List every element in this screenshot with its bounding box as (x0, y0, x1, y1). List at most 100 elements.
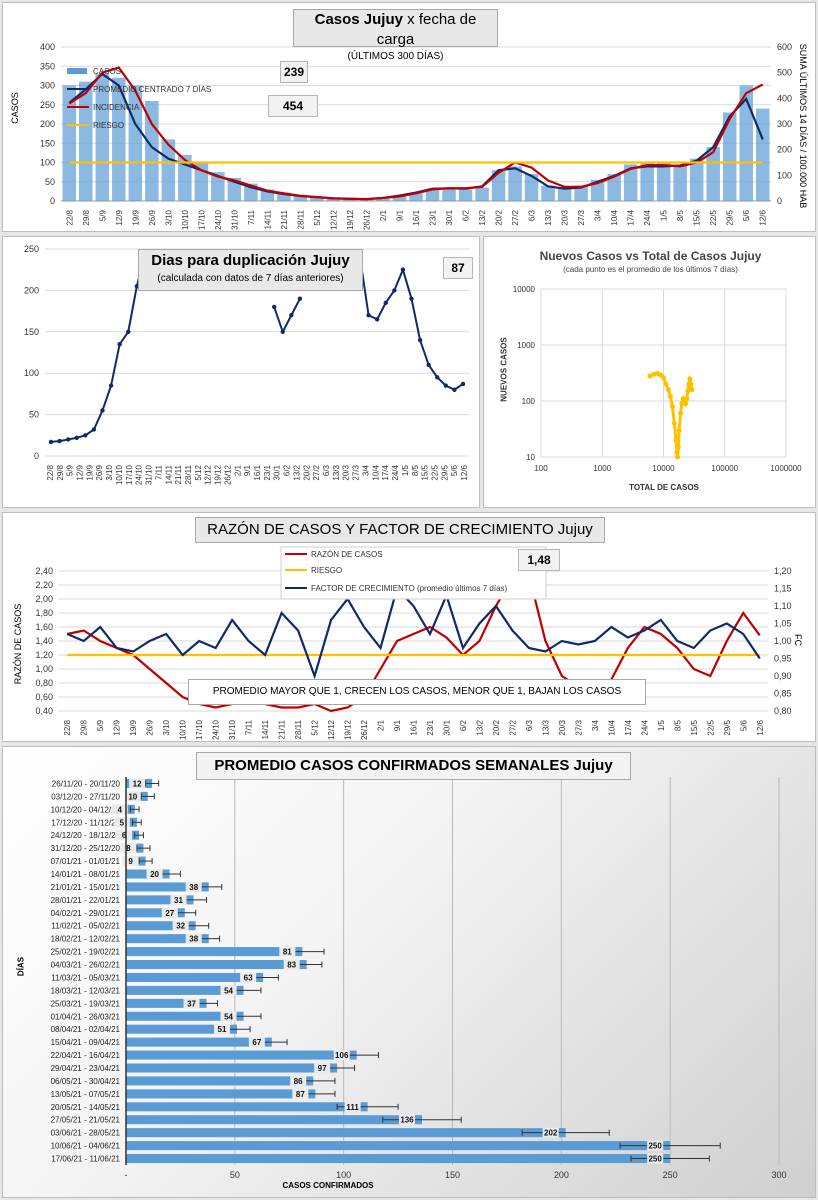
value-label-bg (279, 946, 296, 957)
y2-tick-label: 500 (777, 68, 792, 78)
value-label-bg (220, 985, 237, 996)
x-tick-label: 1000000 (770, 464, 802, 473)
value-label: 250 (648, 1155, 662, 1164)
weekly-bar (126, 830, 140, 840)
x-tick-label: 29/8 (80, 719, 89, 735)
x-tick-label: 28/11 (184, 464, 193, 484)
value-label-bg (542, 1127, 559, 1138)
value-label-bg (172, 920, 189, 931)
x-tick-label: 12/9 (113, 719, 122, 735)
value-label: 12 (133, 779, 142, 788)
y2-tick-label: 0,95 (774, 654, 792, 664)
cases-bar (475, 187, 489, 201)
x-tick-label: 23/1 (429, 209, 438, 225)
category-label: 11/02/21 - 05/02/21 (51, 922, 120, 931)
x-tick-label: 13/2 (478, 209, 487, 225)
x-tick-label: 23/1 (263, 464, 272, 480)
incidence-ylabel: SUMA ÚLTIMOS 14 DÍAS / 100.000 HAB (798, 43, 808, 209)
scatter-point (683, 401, 689, 407)
category-label: 25/02/21 - 19/02/21 (51, 948, 121, 957)
ratio-ylabel: RAZÓN DE CASOS (13, 603, 23, 685)
y-tick-label: 0 (50, 196, 55, 206)
x-tick-label: 24/10 (212, 719, 221, 740)
x-tick-label: 17/10 (195, 719, 204, 740)
x-tick-label: 6/2 (459, 719, 468, 731)
x-tick-label: 22/5 (430, 464, 439, 480)
x-tick-label: 31/10 (230, 209, 239, 230)
x-tick-label: 50 (230, 1170, 240, 1180)
scatter-point (689, 387, 695, 393)
cases-bar (376, 197, 390, 201)
weekly-bar (126, 1037, 272, 1047)
x-tick-label: 30/1 (273, 464, 282, 480)
y-tick-label: 0,40 (35, 706, 53, 716)
category-label: 17/12/20 - 11/12/20 (51, 818, 120, 827)
x-tick-label: 7/11 (247, 209, 256, 225)
x-tick-label: 26/12 (362, 209, 371, 230)
value-label-bg (170, 894, 187, 905)
cases-bar (623, 164, 638, 201)
value-label-bg (333, 1050, 350, 1061)
scatter-point (647, 373, 653, 379)
y-tick-label: 1,80 (35, 608, 53, 618)
x-tick-label: 250 (663, 1170, 678, 1180)
cases-bar (425, 189, 440, 201)
x-tick-label: 12/6 (759, 209, 768, 225)
cases-bar (458, 189, 473, 201)
x-tick-label: 3/10 (105, 464, 114, 480)
cases-value-box: 239 (280, 61, 308, 83)
weekly-bar (126, 934, 209, 944)
value-label: 27 (165, 909, 174, 918)
cases-bar (293, 194, 308, 201)
x-tick-label: 6/3 (525, 719, 534, 731)
growth-ylabel: FC (793, 634, 803, 646)
y2-tick-label: 0,80 (774, 706, 792, 716)
x-tick-label: 7/11 (245, 719, 254, 735)
doubling-line (359, 257, 464, 391)
x-tick-label: 20/2 (495, 209, 504, 225)
x-tick-label: 19/9 (85, 464, 94, 480)
new-vs-total-panel: 100 1000 10000 100000 1000000 10 100 1000 10000 … (483, 236, 816, 508)
x-tick-label: 13/2 (475, 719, 484, 735)
cases-bar (706, 147, 720, 201)
x-tick-label: 20/3 (558, 719, 567, 735)
x-tick-label: 15/5 (690, 719, 699, 735)
weekly-bar (126, 882, 209, 892)
x-tick-label: 14/11 (164, 464, 173, 484)
y2-tick-label: 200 (777, 145, 792, 155)
weekly-bar (126, 985, 244, 995)
new-vs-total-title: Nuevos Casos vs Total de Casos Jujuy (539, 249, 762, 263)
x-tick-label: 5/6 (742, 209, 751, 221)
x-tick-label: 29/5 (726, 209, 735, 225)
x-tick-label: 12/12 (204, 464, 213, 485)
x-tick-label: 5/12 (194, 464, 203, 480)
x-tick-label: 10/10 (179, 719, 188, 740)
value-label: 5 (120, 818, 125, 827)
cases-bar (211, 172, 225, 201)
value-label-bg (292, 1088, 309, 1099)
legend-label: RIESGO (311, 566, 342, 575)
value-label: 54 (224, 1012, 233, 1021)
x-tick-label: 23/1 (426, 719, 435, 735)
new-vs-total-xlabel: TOTAL DE CASOS (629, 483, 699, 492)
x-tick-label: 22/8 (65, 209, 74, 225)
x-tick-label: 21/11 (280, 209, 289, 229)
scatter-point (688, 381, 694, 387)
x-tick-label: 19/9 (129, 719, 138, 735)
weekly-bar (126, 1011, 244, 1021)
y-tick-label: 200 (40, 119, 55, 129)
scatter-point (674, 450, 680, 456)
x-tick-label: 17/10 (197, 209, 206, 230)
category-label: 20/05/21 - 14/05/21 (51, 1103, 121, 1112)
cases-chart: 0 50 100 150 200 250 300 350 400 0 100 200 300 400 500… (40, 42, 792, 230)
doubling-chart-panel: 0 50 100 150 200 250 22/8 29/8 5/9 12/9 19/9 26/9 3/… (2, 236, 480, 508)
category-label: 01/04/21 - 26/03/21 (51, 1012, 121, 1021)
y2-tick-label: 0,90 (774, 671, 792, 681)
legend-box (280, 546, 547, 600)
ratio-value-box: 1,48 (518, 549, 560, 571)
scatter-point (676, 427, 682, 433)
x-tick-label: 26/9 (148, 209, 157, 225)
x-tick-label: 100 (534, 464, 548, 473)
x-tick-label: 15/5 (421, 464, 430, 480)
x-tick-label: 21/11 (174, 464, 183, 484)
